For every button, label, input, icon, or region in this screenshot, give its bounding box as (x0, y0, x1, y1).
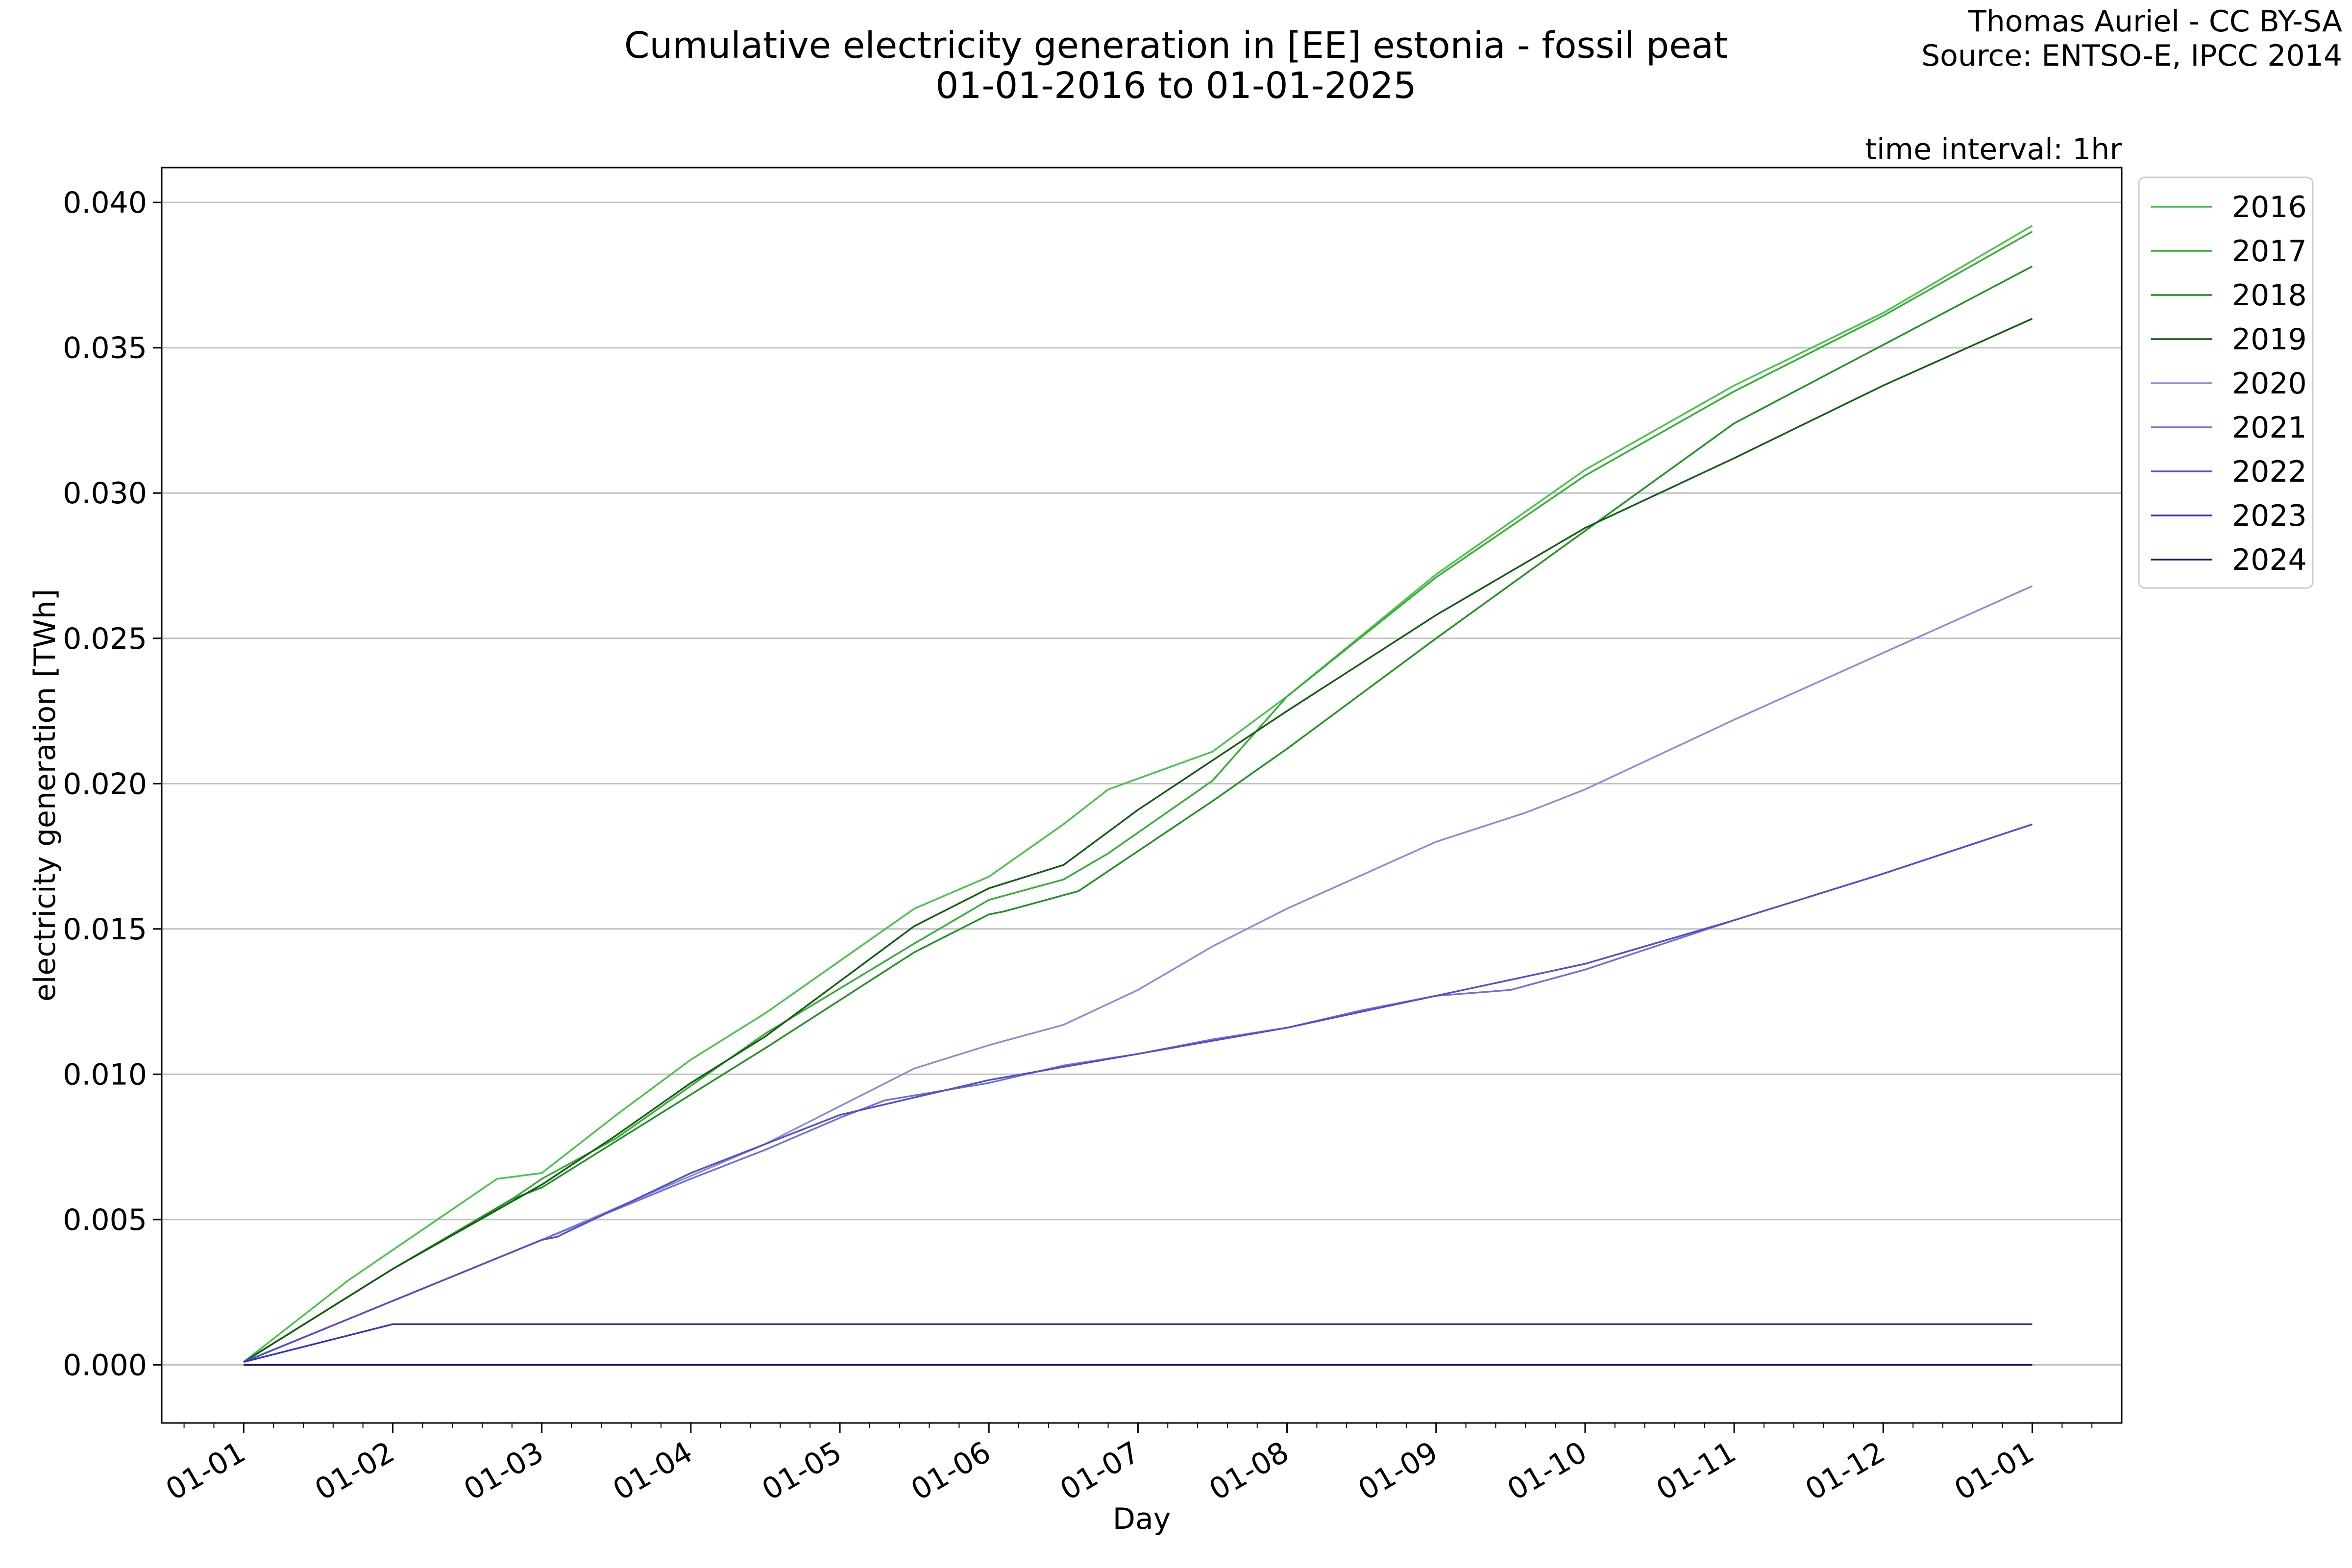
legend-box (2138, 176, 2314, 589)
series-line-2020 (243, 585, 2033, 1363)
y-axis-label: electricity generation [TWh] (28, 589, 62, 1002)
legend-label-2021: 2021 (2232, 411, 2307, 445)
series-line-2019 (243, 318, 2033, 1363)
y-tick-label: 0.025 (63, 622, 147, 656)
x-tick-label: 01-06 (906, 1435, 997, 1507)
y-axis: 0.000 0.005 0.010 0.015 0.020 0.025 0.030 0.035… (63, 186, 162, 1382)
legend: 2016 2017 2018 2019 2020 2021 2022 2023 2024 (2138, 176, 2314, 589)
x-tick-label: 01-05 (757, 1435, 848, 1507)
x-tick-label: 01-02 (309, 1435, 400, 1507)
x-tick-label: 01-03 (458, 1435, 549, 1507)
chart-subtitle: 01-01-2016 to 01-01-2025 (935, 65, 1416, 107)
series-line-2022 (243, 823, 2033, 1363)
x-tick-label: 01-09 (1352, 1435, 1444, 1507)
grid-lines (162, 201, 2122, 1366)
x-tick-label: 01-12 (1800, 1435, 1891, 1507)
legend-label-2024: 2024 (2232, 543, 2307, 577)
x-tick-label: 01-08 (1203, 1435, 1295, 1507)
time-interval-annotation: time interval: 1hr (1865, 132, 2122, 167)
y-tick-label: 0.020 (63, 767, 147, 801)
series-line-2016 (243, 225, 2033, 1363)
y-tick-label: 0.010 (63, 1057, 147, 1092)
legend-label-2023: 2023 (2232, 499, 2307, 533)
y-tick-label: 0.035 (63, 331, 147, 366)
series-line-2018 (243, 266, 2033, 1363)
x-tick-label: 01-07 (1054, 1435, 1146, 1507)
x-axis-label: Day (1113, 1502, 1171, 1536)
y-tick-label: 0.040 (63, 186, 147, 220)
series-line-2023 (243, 1323, 2033, 1363)
x-tick-label: 01-01 (160, 1435, 251, 1507)
y-tick-label: 0.005 (63, 1203, 147, 1237)
legend-label-2019: 2019 (2232, 322, 2307, 357)
legend-label-2022: 2022 (2232, 455, 2307, 489)
y-tick-label: 0.000 (63, 1348, 147, 1382)
y-tick-label: 0.030 (63, 476, 147, 511)
legend-label-2020: 2020 (2232, 367, 2307, 401)
plot-lines (243, 225, 2033, 1366)
series-line-2021 (243, 823, 2033, 1363)
x-tick-label: 01-01 (1949, 1435, 2040, 1507)
credit-source: Source: ENTSO-E, IPCC 2014 (1921, 39, 2342, 73)
legend-label-2017: 2017 (2232, 234, 2307, 269)
legend-label-2016: 2016 (2232, 190, 2307, 224)
x-tick-label: 01-11 (1651, 1435, 1742, 1507)
legend-label-2018: 2018 (2232, 278, 2307, 313)
x-axis: 01-01 01-02 01-03 01-04 01-05 01-06 01-07 01-08… (160, 1423, 2093, 1507)
chart-title: Cumulative electricity generation in [EE… (624, 24, 1728, 67)
x-tick-label: 01-10 (1501, 1435, 1592, 1507)
credit-author: Thomas Auriel - CC BY-SA (1968, 4, 2342, 39)
series-line-2017 (243, 230, 2033, 1363)
plot-frame (161, 167, 2123, 1424)
x-tick-label: 01-04 (607, 1435, 698, 1507)
y-tick-label: 0.015 (63, 912, 147, 947)
